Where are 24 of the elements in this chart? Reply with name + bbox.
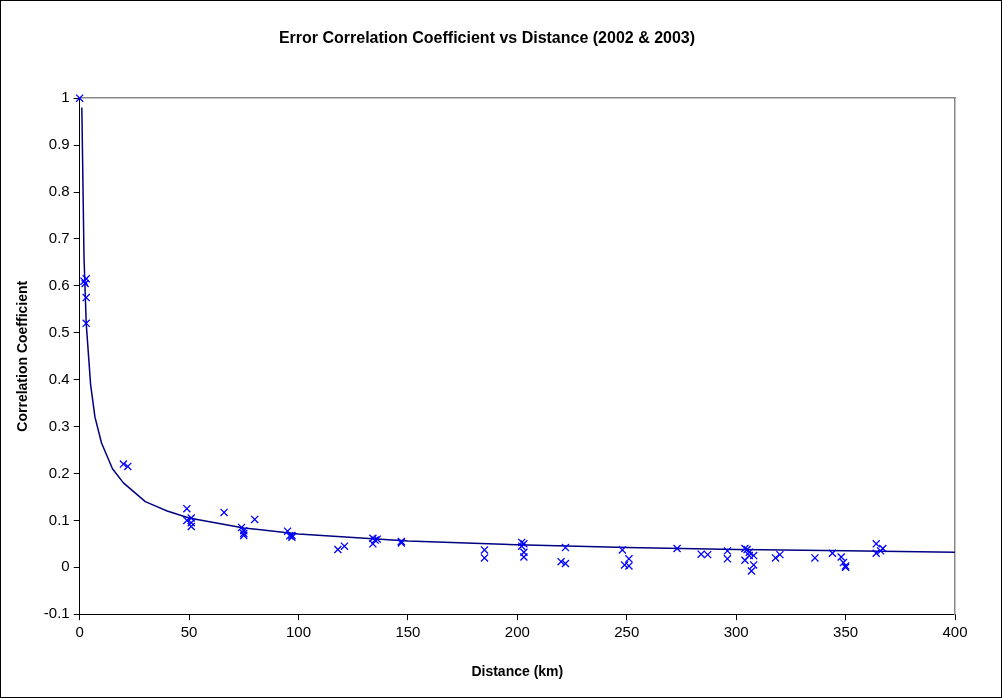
y-tick-label: 0.7 bbox=[48, 229, 70, 247]
x-tick-label: 100 bbox=[285, 623, 311, 641]
chart-title: Error Correlation Coefficient vs Distance (2002 & 2003) bbox=[278, 29, 696, 47]
x-tick-label: 400 bbox=[942, 623, 968, 641]
x-tick-label: 250 bbox=[614, 623, 640, 641]
y-tick-label: 0 bbox=[61, 557, 70, 575]
y-tick-label: 0.5 bbox=[48, 322, 70, 340]
y-tick-label: 0.1 bbox=[48, 510, 70, 528]
y-tick-label: 0.8 bbox=[48, 182, 70, 200]
x-tick-label: 50 bbox=[180, 623, 198, 641]
y-tick-label: 0.4 bbox=[48, 369, 70, 387]
y-tick-label: 0.9 bbox=[48, 135, 70, 153]
x-tick-label: 350 bbox=[833, 623, 859, 641]
x-tick-label: 300 bbox=[723, 623, 749, 641]
y-tick-label: 0.2 bbox=[48, 463, 70, 481]
y-tick-label: -0.1 bbox=[43, 604, 70, 622]
y-tick-label: 0.3 bbox=[48, 416, 70, 434]
x-tick-label: 200 bbox=[504, 623, 530, 641]
x-tick-label: 150 bbox=[395, 623, 421, 641]
x-axis-title: Distance (km) bbox=[471, 663, 564, 680]
y-tick-label: 1 bbox=[61, 88, 70, 106]
y-tick-label: 0.6 bbox=[48, 275, 70, 293]
y-axis-title: Correlation Coefficient bbox=[14, 280, 31, 432]
x-tick-label: 0 bbox=[75, 623, 84, 641]
